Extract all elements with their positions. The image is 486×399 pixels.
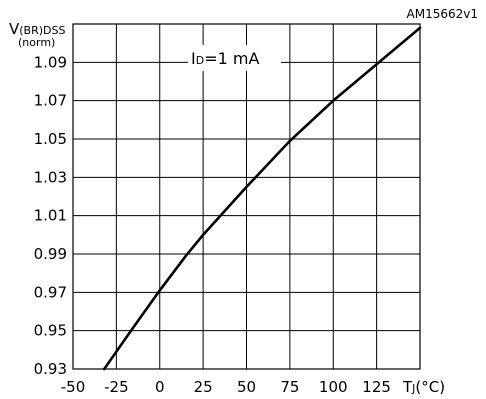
x-tick-label: -50 <box>61 378 86 396</box>
x-tick-label: 50 <box>237 378 256 396</box>
x-axis-ticks: -50 -25 0 25 50 75 100 125 <box>61 378 391 396</box>
figure-code: AM15662v1 <box>407 7 478 21</box>
annotation-subscript: D <box>196 54 204 67</box>
y-axis-symbol: V <box>9 20 20 38</box>
y-tick-label: 1.03 <box>34 168 67 186</box>
y-axis-subscript: (BR)DSS <box>19 24 65 37</box>
y-tick-label: 1.05 <box>34 130 67 148</box>
x-tick-label: 125 <box>362 378 391 396</box>
x-axis-unit: (°C) <box>415 378 445 396</box>
x-tick-label: 0 <box>155 378 165 396</box>
plot-frame <box>72 23 421 370</box>
x-axis-symbol: T <box>402 378 413 396</box>
y-tick-label: 0.97 <box>34 283 67 301</box>
grid <box>73 24 420 369</box>
y-axis-unit: (norm) <box>18 36 55 49</box>
annotation-label: ID=1 mA <box>191 49 259 68</box>
y-tick-label: 1.07 <box>34 92 67 110</box>
x-axis-subscript: J <box>411 382 415 395</box>
annotation-background <box>188 45 281 71</box>
y-tick-label: 1.09 <box>34 53 67 71</box>
x-tick-label: -25 <box>104 378 129 396</box>
annotation-value: =1 mA <box>204 49 259 68</box>
x-tick-label: 25 <box>194 378 213 396</box>
x-axis-title: TJ(°C) <box>402 378 445 396</box>
y-axis-title: V(BR)DSS <box>9 20 65 38</box>
x-tick-label: 100 <box>319 378 348 396</box>
series-line <box>102 26 422 371</box>
y-tick-label: 0.95 <box>34 322 67 340</box>
y-tick-label: 0.99 <box>34 245 67 263</box>
y-tick-label: 1.01 <box>34 207 67 225</box>
annotation-prefix: I <box>191 49 196 68</box>
y-axis-ticks: 0.93 0.95 0.97 0.99 1.01 1.03 1.05 1.07 1.09 <box>34 53 67 378</box>
x-tick-label: 75 <box>280 378 299 396</box>
series-group <box>102 26 422 371</box>
y-tick-label: 0.93 <box>34 360 67 378</box>
